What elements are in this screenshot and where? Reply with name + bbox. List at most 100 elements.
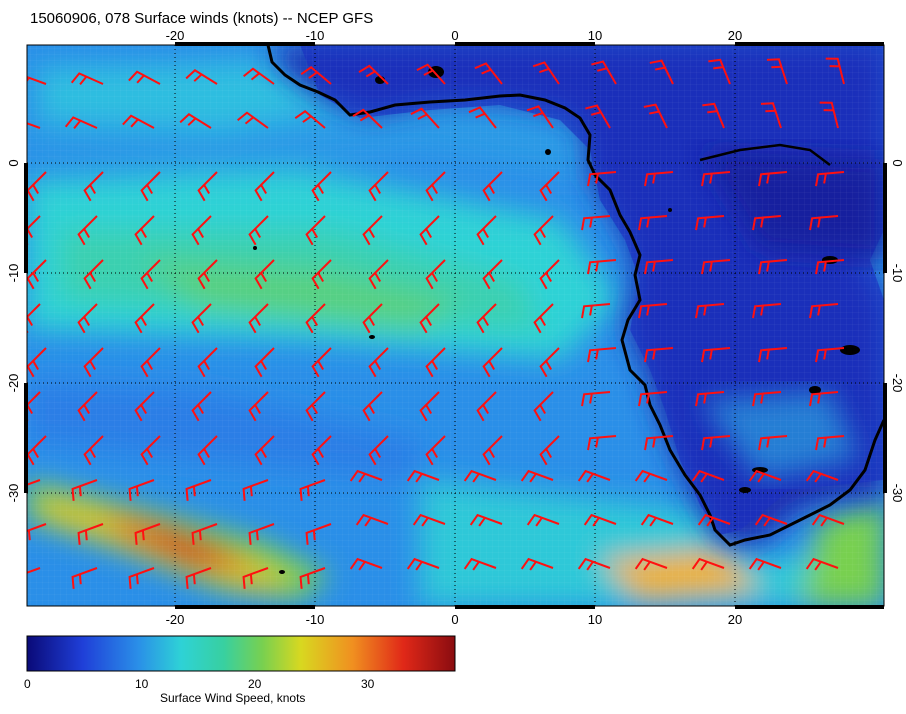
wind-barb bbox=[634, 557, 668, 571]
wind-barb bbox=[482, 435, 503, 466]
wind-barb bbox=[526, 513, 560, 527]
y-tick-label: -20 bbox=[890, 374, 905, 393]
wind-barb bbox=[419, 215, 440, 246]
wind-barb bbox=[425, 259, 446, 290]
wind-barb bbox=[526, 105, 554, 129]
wind-barb bbox=[754, 513, 788, 527]
y-ticks-right: 0 -10 -20 -30 bbox=[890, 159, 905, 502]
wind-barb bbox=[815, 435, 845, 451]
wind-barb bbox=[532, 61, 560, 85]
wind-barb bbox=[185, 479, 212, 501]
wind-barb bbox=[311, 347, 332, 378]
wind-barb bbox=[254, 435, 275, 466]
wind-barb bbox=[140, 171, 161, 202]
wind-barb bbox=[419, 303, 440, 334]
wind-barb bbox=[760, 102, 782, 129]
wind-barb bbox=[411, 21, 439, 40]
wind-barb bbox=[815, 259, 845, 275]
wind-barb bbox=[185, 68, 218, 85]
wind-barb bbox=[305, 391, 326, 422]
wind-barb bbox=[419, 391, 440, 422]
wind-barb bbox=[825, 57, 845, 85]
frame-bars bbox=[24, 42, 887, 609]
wind-barb bbox=[649, 59, 674, 85]
wind-barb bbox=[64, 116, 98, 129]
wind-barb bbox=[809, 215, 839, 231]
wind-barb bbox=[242, 479, 269, 501]
wind-barb bbox=[587, 435, 617, 451]
wind-barb bbox=[305, 523, 332, 545]
colorbar-tick: 20 bbox=[248, 677, 262, 691]
wind-barb bbox=[539, 259, 560, 290]
wind-barbs bbox=[27, 16, 845, 589]
wind-barb bbox=[539, 171, 560, 202]
colorbar bbox=[26, 635, 456, 672]
wind-barb bbox=[77, 523, 104, 545]
lake-coast bbox=[699, 143, 831, 166]
wind-barb bbox=[368, 171, 389, 202]
wind-barb bbox=[805, 557, 839, 571]
colorbar-label: Surface Wind Speed, knots bbox=[160, 691, 306, 705]
wind-barb bbox=[191, 523, 218, 545]
wind-barb bbox=[254, 259, 275, 290]
wind-barb bbox=[758, 259, 788, 275]
wind-barb bbox=[463, 557, 497, 571]
wind-barb bbox=[191, 215, 212, 246]
wind-barb bbox=[587, 171, 617, 187]
wind-barb bbox=[294, 110, 326, 129]
x-tick-label: -20 bbox=[166, 28, 185, 43]
wind-barb bbox=[134, 523, 161, 545]
wind-barb bbox=[638, 215, 668, 231]
wind-barb bbox=[748, 557, 782, 571]
wind-barb bbox=[311, 259, 332, 290]
wind-barb bbox=[640, 513, 674, 527]
wind-barb bbox=[702, 16, 724, 40]
wind-barb bbox=[128, 567, 155, 589]
wind-barb bbox=[701, 171, 731, 187]
wind-barb bbox=[638, 303, 668, 319]
x-tick-label: -10 bbox=[306, 28, 325, 43]
wind-barb bbox=[701, 347, 731, 363]
wind-barb bbox=[811, 513, 845, 527]
y-tick-label: 0 bbox=[6, 159, 21, 166]
wind-barb bbox=[539, 435, 560, 466]
wind-barb bbox=[412, 513, 446, 527]
wind-barb bbox=[581, 391, 611, 407]
wind-barb bbox=[191, 303, 212, 334]
wind-barb bbox=[123, 28, 154, 40]
wind-barb bbox=[819, 101, 839, 129]
map-title: 15060906, 078 Surface winds (knots) -- N… bbox=[30, 10, 374, 27]
wind-barb bbox=[752, 391, 782, 407]
wind-barb bbox=[815, 171, 845, 187]
wind-barb bbox=[758, 347, 788, 363]
wind-barb bbox=[752, 215, 782, 231]
wind-barb bbox=[577, 469, 611, 483]
wind-barb bbox=[482, 171, 503, 202]
wind-barb bbox=[27, 523, 47, 541]
wind-barb bbox=[254, 347, 275, 378]
wind-barb bbox=[243, 67, 275, 85]
wind-barb bbox=[134, 391, 155, 422]
wind-barb bbox=[185, 567, 212, 589]
wind-barb bbox=[179, 112, 212, 129]
wind-barb bbox=[358, 64, 389, 85]
wind-barb bbox=[254, 171, 275, 202]
wind-barb bbox=[248, 215, 269, 246]
wind-barb bbox=[581, 303, 611, 319]
wind-barb bbox=[585, 104, 611, 129]
wind-barb bbox=[134, 303, 155, 334]
wind-barb bbox=[581, 215, 611, 231]
wind-barb bbox=[644, 347, 674, 363]
wind-barb bbox=[27, 479, 41, 486]
wind-barb bbox=[140, 435, 161, 466]
x-tick-label: 0 bbox=[451, 612, 458, 627]
wind-barb bbox=[691, 469, 725, 483]
wind-barb bbox=[66, 29, 97, 40]
wind-speed-field bbox=[27, 45, 884, 606]
x-ticks-top: -20 -10 0 10 20 bbox=[166, 28, 743, 43]
colorbar-tick: 30 bbox=[361, 677, 375, 691]
wind-barb bbox=[27, 76, 47, 85]
wind-barb bbox=[311, 171, 332, 202]
x-tick-label: 20 bbox=[728, 612, 742, 627]
x-tick-label: -10 bbox=[306, 612, 325, 627]
